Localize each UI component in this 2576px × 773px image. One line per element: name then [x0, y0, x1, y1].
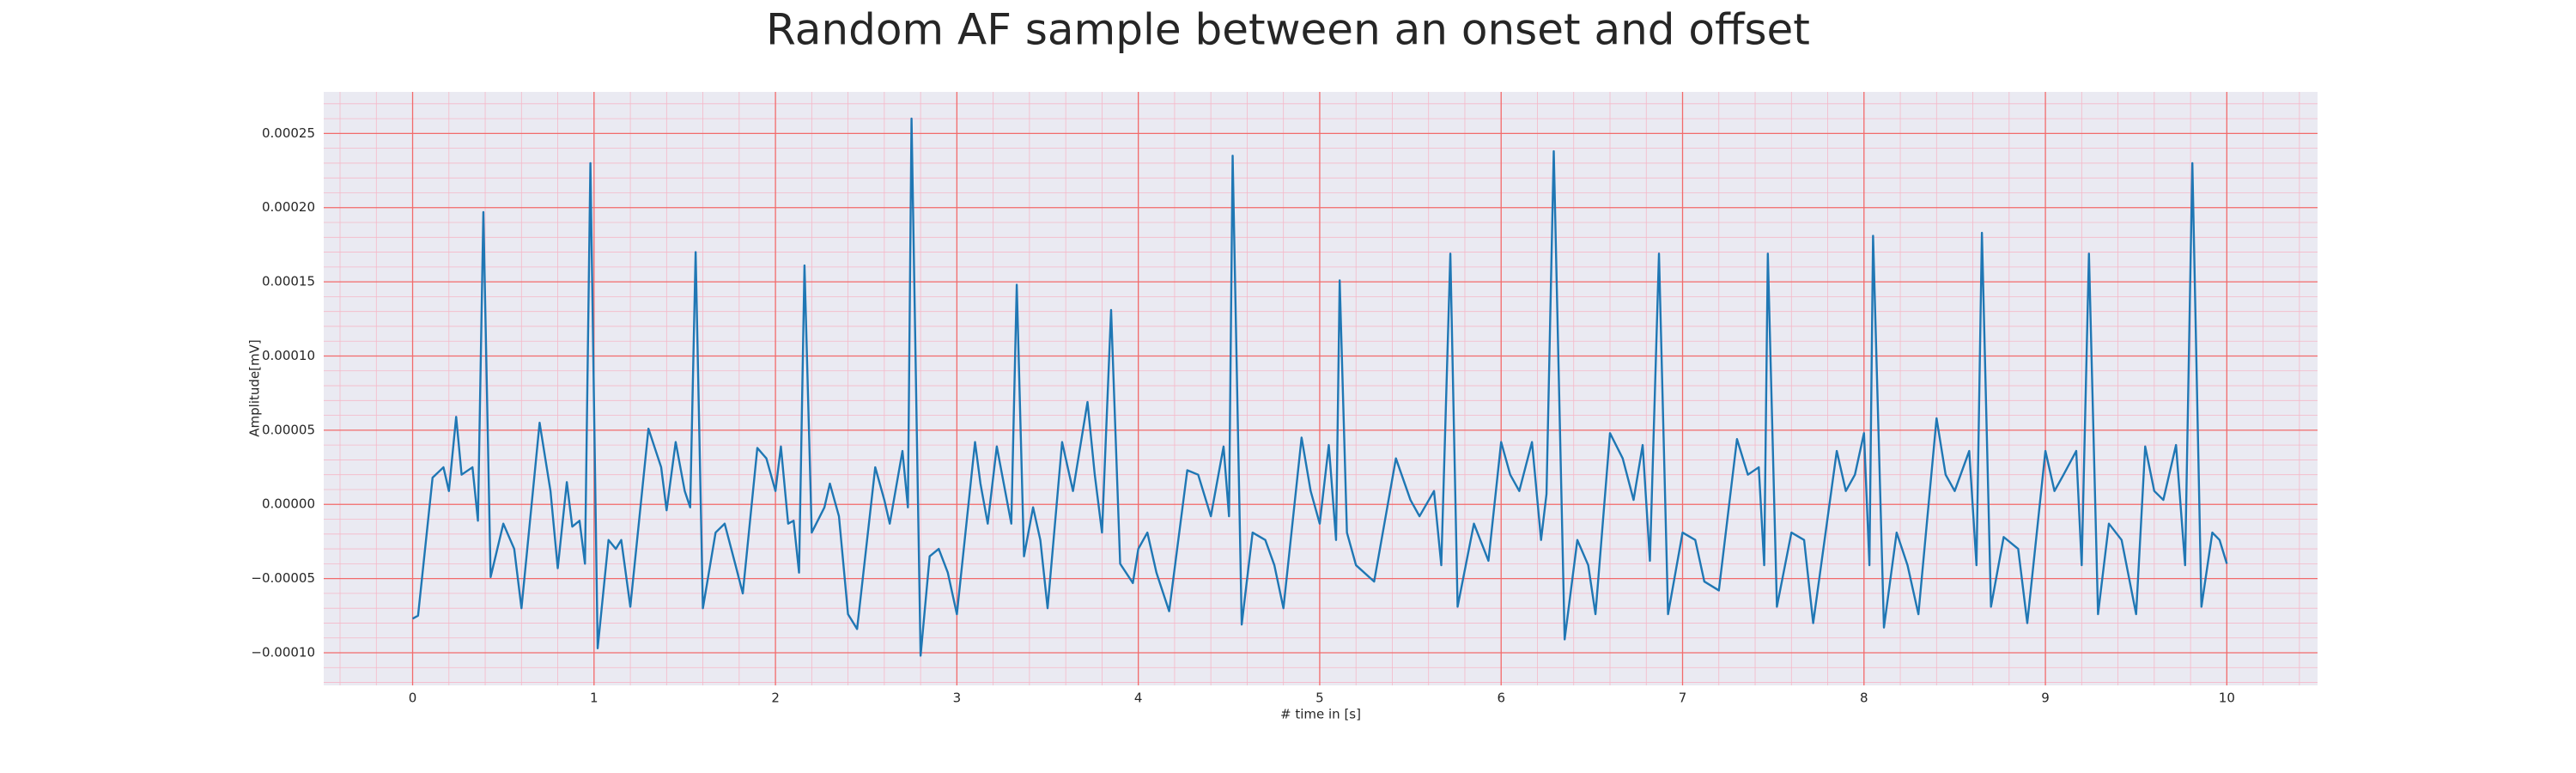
y-tick-label: −0.00010: [251, 644, 315, 660]
x-tick-label: 3: [953, 691, 962, 706]
x-tick-label: 2: [771, 691, 780, 706]
y-tick-label: 0.00000: [262, 496, 315, 512]
y-tick-label: −0.00005: [251, 570, 315, 586]
y-tick-label: 0.00015: [262, 274, 315, 289]
y-tick-label: 0.00020: [262, 199, 315, 215]
x-tick-label: 5: [1315, 691, 1324, 706]
x-tick-label: 10: [2219, 691, 2235, 706]
x-tick-label: 6: [1497, 691, 1505, 706]
plot-area: [324, 92, 2318, 685]
data-line: [411, 117, 2228, 657]
y-tick-label: 0.00005: [262, 422, 315, 437]
x-tick-label: 7: [1679, 691, 1687, 706]
x-tick-label: 0: [409, 691, 417, 706]
x-tick-label: 4: [1134, 691, 1143, 706]
x-tick-label: 1: [590, 691, 598, 706]
y-tick-label: 0.00025: [262, 125, 315, 141]
y-axis-label: Amplitude[mV]: [247, 339, 263, 436]
y-tick-label: 0.00010: [262, 348, 315, 363]
x-tick-label: 9: [2041, 691, 2050, 706]
x-tick-label: 8: [1860, 691, 1868, 706]
chart-title: Random AF sample between an onset and of…: [766, 5, 1810, 55]
x-axis-label: # time in [s]: [1280, 707, 1361, 722]
